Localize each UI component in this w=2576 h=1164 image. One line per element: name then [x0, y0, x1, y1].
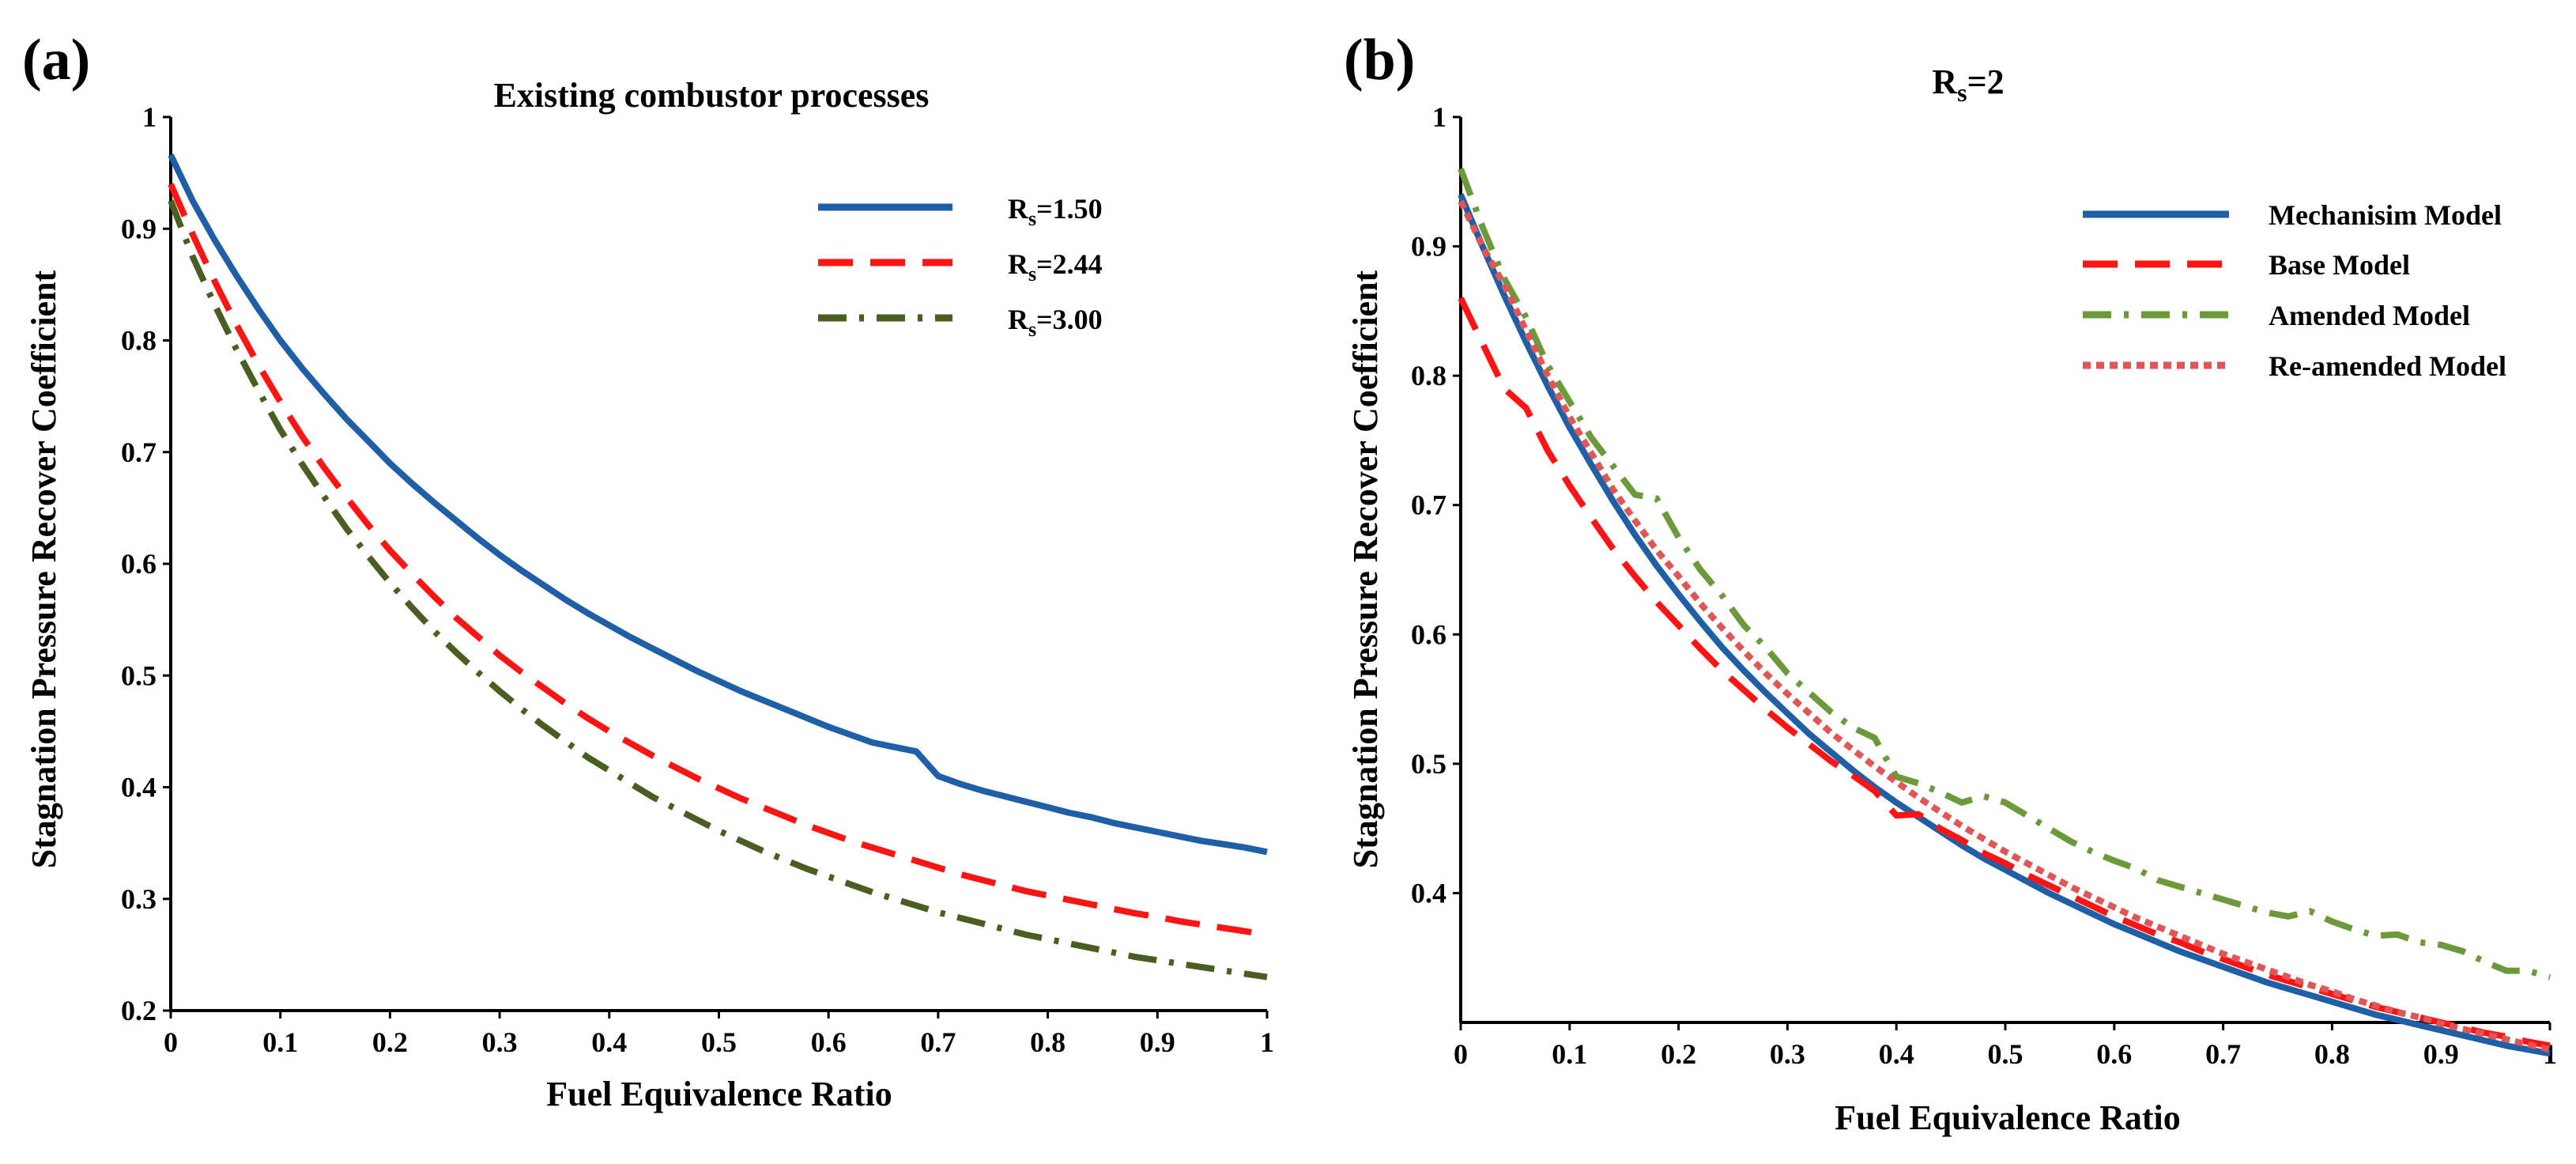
panel-a-title: Existing combustor processes — [494, 76, 930, 115]
legend-b-label-base: Base Model — [2269, 249, 2410, 281]
y-tick-label: 0.4 — [1411, 877, 1446, 909]
panel-b-legend: Mechanisim Model Base Model Amended Mode… — [2083, 199, 2506, 382]
y-tick-label: 0.7 — [1411, 489, 1446, 521]
chart-panel-a: (a) Existing combustor processes 0.20.30… — [22, 28, 1274, 1113]
y-tick-label: 0.6 — [121, 548, 157, 580]
series-line-base-model — [1458, 297, 2551, 1049]
y-tick-label: 0.8 — [1411, 360, 1446, 391]
panel-b-y-axis-title: Stagnation Pressure Recover Coefficient — [1346, 270, 1385, 868]
y-tick-label: 0.8 — [121, 325, 157, 357]
x-tick-label: 0.9 — [2423, 1038, 2459, 1070]
y-tick-label: 0.5 — [121, 659, 157, 691]
y-tick-label: 0.7 — [121, 436, 157, 468]
chart-panel-b: (b) Rs=2 0.4 0.5 0.6 0.7 0.8 0.9 1 0 0.1 0.2 0.3 0… — [1344, 28, 2557, 1137]
panel-b-series — [1458, 167, 2551, 1057]
x-tick-label: 0 — [164, 1026, 178, 1058]
panel-a-label: (a) — [22, 28, 90, 93]
legend-b-label-reamended: Re-amended Model — [2269, 350, 2506, 382]
x-tick-label: 0.2 — [1661, 1038, 1696, 1070]
x-tick-label: 0.8 — [2314, 1038, 2350, 1070]
y-tick-label: 0.4 — [121, 772, 157, 803]
y-tick-label: 0.3 — [121, 883, 157, 915]
x-tick-label: 0.5 — [701, 1026, 737, 1058]
x-tick-label: 0.6 — [811, 1026, 847, 1058]
y-tick-label: 0.2 — [121, 995, 157, 1026]
panel-a-y-ticks: 0.2 0.3 0.4 0.5 0.6 0.7 0.8 0.9 1 — [121, 101, 171, 1026]
legend-a-label-rs244: Rs=2.44 — [1008, 248, 1103, 285]
x-tick-label: 0.1 — [262, 1026, 298, 1058]
legend-b-label-amended: Amended Model — [2269, 300, 2470, 331]
panel-b-x-axis-title: Fuel Equivalence Ratio — [1835, 1098, 2181, 1137]
y-tick-label: 0.5 — [1411, 748, 1446, 780]
x-tick-label: 0.8 — [1030, 1026, 1065, 1058]
y-tick-label: 0.9 — [121, 213, 157, 244]
x-tick-label: 0.2 — [372, 1026, 408, 1058]
x-tick-label: 0.9 — [1140, 1026, 1175, 1058]
panel-a-series — [168, 153, 1268, 981]
series-line-amended-model — [1458, 167, 2551, 981]
series-line-re-amended-model — [1458, 199, 2551, 1053]
panel-a-x-ticks: 0 0.1 0.2 0.3 0.4 0.5 0.6 0.7 0.8 0.9 1 — [164, 1011, 1274, 1058]
series-line-rs-3-00 — [168, 199, 1268, 981]
x-tick-label: 0.3 — [482, 1026, 518, 1058]
y-tick-label: 1 — [142, 101, 157, 133]
panel-a-legend: Rs=1.50 Rs=2.44 Rs=3.00 — [818, 193, 1103, 341]
x-tick-label: 0 — [1454, 1038, 1468, 1070]
panel-a-x-axis-title: Fuel Equivalence Ratio — [546, 1075, 892, 1113]
series-line-mechanisim-model — [1458, 193, 2551, 1057]
x-tick-label: 0.1 — [1552, 1038, 1587, 1070]
panel-b-x-ticks: 0 0.1 0.2 0.3 0.4 0.5 0.6 0.7 0.8 0.9 1 — [1454, 1022, 2557, 1070]
x-tick-label: 0.7 — [2205, 1038, 2241, 1070]
x-tick-label: 0.7 — [920, 1026, 956, 1058]
x-tick-label: 0.6 — [2096, 1038, 2132, 1070]
x-tick-label: 0.5 — [1988, 1038, 2023, 1070]
series-line-rs-2-44 — [168, 183, 1268, 938]
series-line-rs-1-50 — [168, 153, 1268, 856]
legend-a-label-rs150: Rs=1.50 — [1008, 193, 1103, 230]
y-tick-label: 0.9 — [1411, 231, 1446, 263]
y-tick-label: 1 — [1432, 101, 1446, 133]
x-tick-label: 1 — [1260, 1026, 1274, 1058]
x-tick-label: 0.4 — [591, 1026, 627, 1058]
legend-a-label-rs300: Rs=3.00 — [1008, 304, 1103, 341]
x-tick-label: 0.3 — [1770, 1038, 1805, 1070]
panel-a-y-axis-title: Stagnation Pressure Recover Coefficient — [25, 270, 63, 868]
y-tick-label: 0.6 — [1411, 618, 1446, 650]
panel-b-y-ticks: 0.4 0.5 0.6 0.7 0.8 0.9 1 — [1411, 101, 1461, 909]
panel-b-label: (b) — [1344, 28, 1415, 93]
x-tick-label: 0.4 — [1879, 1038, 1914, 1070]
panel-b-title: Rs=2 — [1932, 62, 2004, 107]
legend-b-label-mechanisim: Mechanisim Model — [2269, 199, 2502, 231]
